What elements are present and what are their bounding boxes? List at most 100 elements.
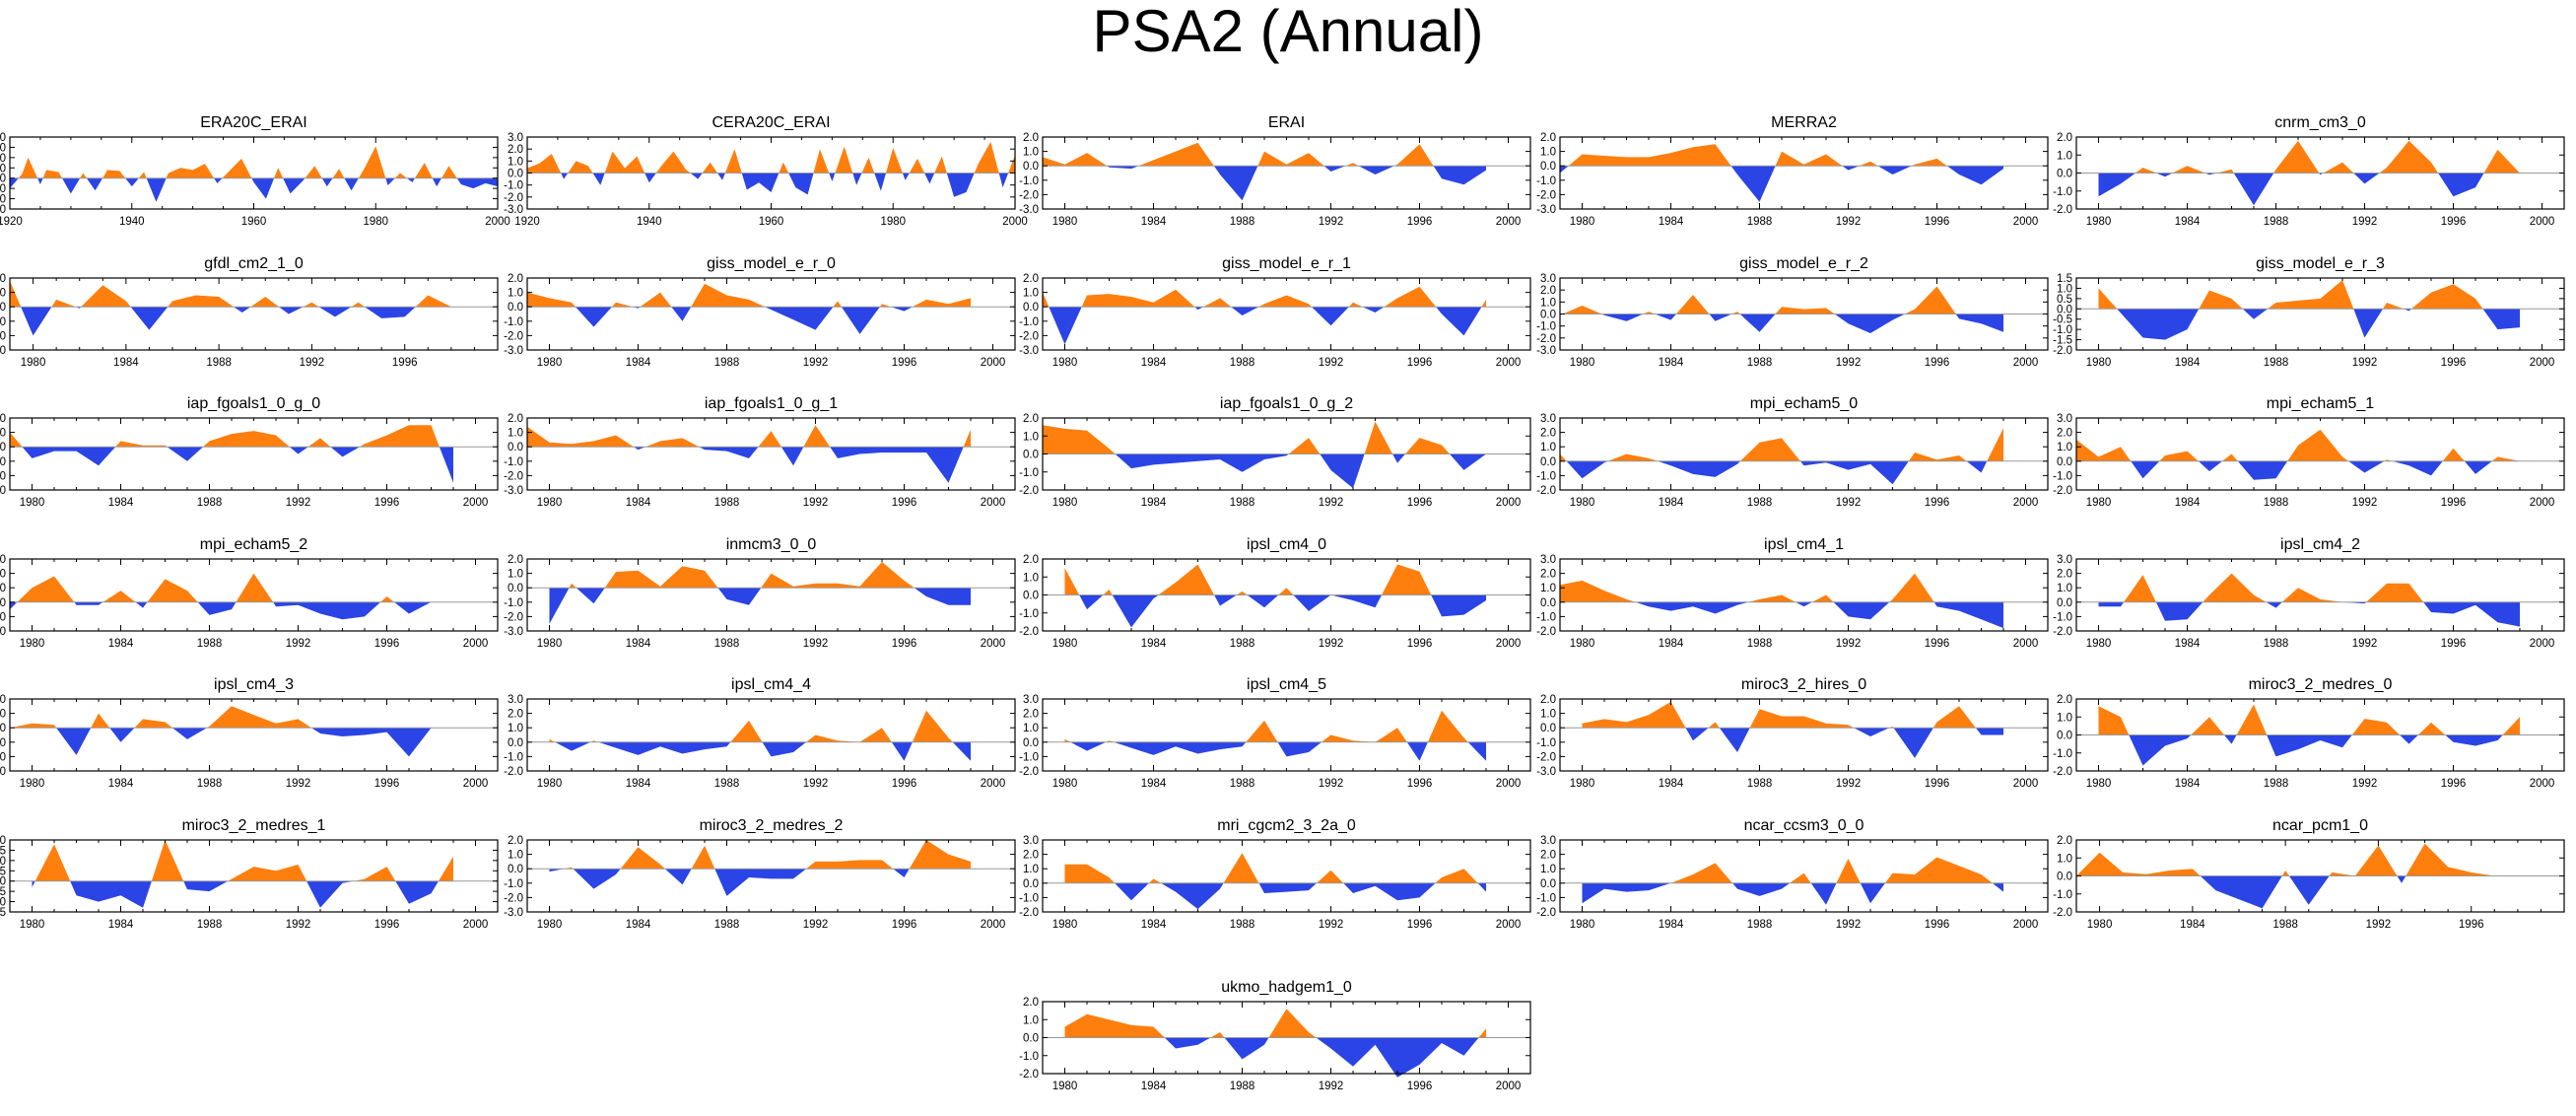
x-tick-label: 1980 bbox=[2086, 778, 2112, 790]
positive-area bbox=[527, 141, 1015, 174]
y-tick-label: -1.0 bbox=[504, 316, 523, 328]
y-tick-label: 1.0 bbox=[508, 723, 523, 734]
x-tick-label: 1996 bbox=[1925, 497, 1950, 509]
x-tick-label: 1960 bbox=[759, 216, 784, 228]
y-tick-label: 2.0 bbox=[0, 273, 6, 285]
panel-mpi_echam5_2: mpi_echam5_2 3.0 2.0 1.0 0.0 -1.0 -2.0 1980 1984… bbox=[0, 536, 499, 650]
x-tick-label: 1984 bbox=[108, 497, 134, 509]
x-tick-label: 1996 bbox=[374, 919, 400, 931]
x-tick-label: 1992 bbox=[286, 497, 311, 509]
x-tick-label: 1984 bbox=[1659, 778, 1684, 790]
x-tick-label: 1984 bbox=[626, 919, 651, 931]
positive-area bbox=[1043, 142, 1486, 167]
x-tick-label: 1992 bbox=[286, 638, 311, 650]
x-tick-label: 1992 bbox=[2352, 778, 2378, 790]
y-tick-label: 1.0 bbox=[1023, 288, 1039, 300]
panel-ipsl_cm4_5: ipsl_cm4_5 3.0 2.0 1.0 0.0 -1.0 -2.0 1980 1984 19… bbox=[1019, 676, 1531, 790]
y-tick-label: -1.0 bbox=[1019, 892, 1039, 904]
negative-area bbox=[1560, 314, 2003, 333]
positive-area bbox=[1582, 701, 2003, 729]
x-tick-label: 1992 bbox=[2366, 919, 2392, 931]
y-tick-label: -2.0 bbox=[0, 751, 6, 763]
x-tick-label: 1992 bbox=[1836, 497, 1862, 509]
y-tick-label: 0.5 bbox=[0, 866, 6, 877]
y-tick-label: 0.0 bbox=[2057, 597, 2072, 609]
x-tick-label: 1988 bbox=[2264, 638, 2289, 650]
y-tick-label: 3.0 bbox=[508, 694, 523, 706]
positive-area bbox=[549, 840, 971, 870]
x-tick-label: 1980 bbox=[2086, 638, 2112, 650]
x-tick-label: 1996 bbox=[892, 638, 917, 650]
x-tick-label: 1984 bbox=[108, 638, 134, 650]
x-tick-label: 1980 bbox=[537, 497, 563, 509]
negative-area bbox=[1064, 594, 1486, 628]
y-tick-label: -3.0 bbox=[1536, 766, 1556, 778]
positive-area bbox=[2076, 429, 2520, 461]
y-tick-label: -1.0 bbox=[2053, 470, 2072, 482]
y-tick-label: 1.0 bbox=[1540, 297, 1556, 309]
negative-area bbox=[10, 447, 453, 483]
y-tick-label: 0.0 bbox=[508, 302, 523, 314]
y-tick-label: -2.0 bbox=[2053, 907, 2072, 919]
y-tick-label: 1.0 bbox=[1023, 431, 1039, 443]
x-tick-label: 1996 bbox=[2441, 497, 2467, 509]
y-tick-label: 2.0 bbox=[2057, 694, 2072, 706]
y-tick-label: 0.0 bbox=[1023, 737, 1039, 749]
y-tick-label: 0.0 bbox=[2057, 169, 2072, 180]
x-tick-label: 1980 bbox=[363, 216, 388, 228]
panel-title: CERA20C_ERAI bbox=[712, 114, 830, 131]
x-tick-label: 1988 bbox=[1230, 357, 1255, 369]
panel-title: gfdl_cm2_1_0 bbox=[204, 255, 304, 272]
x-tick-label: 1992 bbox=[803, 778, 829, 790]
x-tick-label: 2000 bbox=[1496, 638, 1522, 650]
x-tick-label: 1988 bbox=[714, 919, 740, 931]
panel-title: miroc3_2_medres_2 bbox=[700, 817, 844, 834]
x-tick-label: 1988 bbox=[1747, 919, 1773, 931]
y-tick-label: 3.0 bbox=[0, 142, 6, 154]
positive-area bbox=[2076, 843, 2518, 876]
x-tick-label: 2000 bbox=[485, 216, 510, 228]
x-tick-label: 1992 bbox=[803, 919, 829, 931]
x-tick-label: 1980 bbox=[1570, 919, 1595, 931]
panel-title: mpi_echam5_0 bbox=[1750, 395, 1859, 412]
x-tick-label: 1996 bbox=[892, 778, 917, 790]
y-tick-label: 0.0 bbox=[0, 597, 6, 609]
x-tick-label: 1980 bbox=[20, 778, 45, 790]
y-tick-label: -3.0 bbox=[1536, 345, 1556, 357]
positive-area bbox=[1560, 286, 2003, 314]
y-tick-label: -3.0 bbox=[504, 204, 523, 216]
y-tick-label: -0.5 bbox=[0, 886, 6, 898]
y-tick-label: 2.0 bbox=[1540, 850, 1556, 862]
x-tick-label: 2000 bbox=[2013, 638, 2039, 650]
x-tick-label: 1984 bbox=[1141, 919, 1167, 931]
x-tick-label: 1988 bbox=[197, 778, 223, 790]
x-tick-label: 1984 bbox=[2175, 216, 2201, 228]
panel-title: iap_fgoals1_0_g_0 bbox=[187, 395, 320, 412]
y-tick-label: -2.0 bbox=[1019, 189, 1039, 201]
y-tick-label: 2.0 bbox=[1023, 850, 1039, 862]
x-tick-label: 2000 bbox=[2013, 778, 2039, 790]
panel-title: miroc3_2_hires_0 bbox=[1741, 676, 1866, 693]
x-tick-label: 1984 bbox=[108, 919, 134, 931]
x-tick-label: 2000 bbox=[1496, 216, 1522, 228]
x-tick-label: 1984 bbox=[1141, 216, 1167, 228]
x-tick-label: 1980 bbox=[1570, 216, 1595, 228]
x-tick-label: 1980 bbox=[537, 638, 563, 650]
panel-ipsl_cm4_4: ipsl_cm4_4 3.0 2.0 1.0 0.0 -1.0 -2.0 1980 1984 19… bbox=[504, 676, 1016, 790]
x-tick-label: 2000 bbox=[2013, 919, 2039, 931]
y-tick-label: 2.0 bbox=[508, 554, 523, 566]
y-tick-label: -1.0 bbox=[2053, 748, 2072, 760]
x-tick-label: 1920 bbox=[514, 216, 540, 228]
y-tick-label: 2.0 bbox=[1540, 569, 1556, 581]
y-tick-label: -1.0 bbox=[0, 737, 6, 749]
y-tick-label: 2.0 bbox=[1540, 285, 1556, 297]
y-tick-label: -1.0 bbox=[1536, 611, 1556, 623]
x-tick-label: 1984 bbox=[1659, 919, 1684, 931]
panel-title: giss_model_e_r_0 bbox=[707, 255, 836, 272]
x-tick-label: 1980 bbox=[21, 357, 46, 369]
y-tick-label: 2.0 bbox=[1540, 694, 1556, 706]
x-tick-label: 1992 bbox=[286, 919, 311, 931]
y-tick-label: -2.0 bbox=[504, 330, 523, 342]
negative-area bbox=[527, 447, 971, 483]
x-tick-label: 1984 bbox=[1141, 638, 1167, 650]
